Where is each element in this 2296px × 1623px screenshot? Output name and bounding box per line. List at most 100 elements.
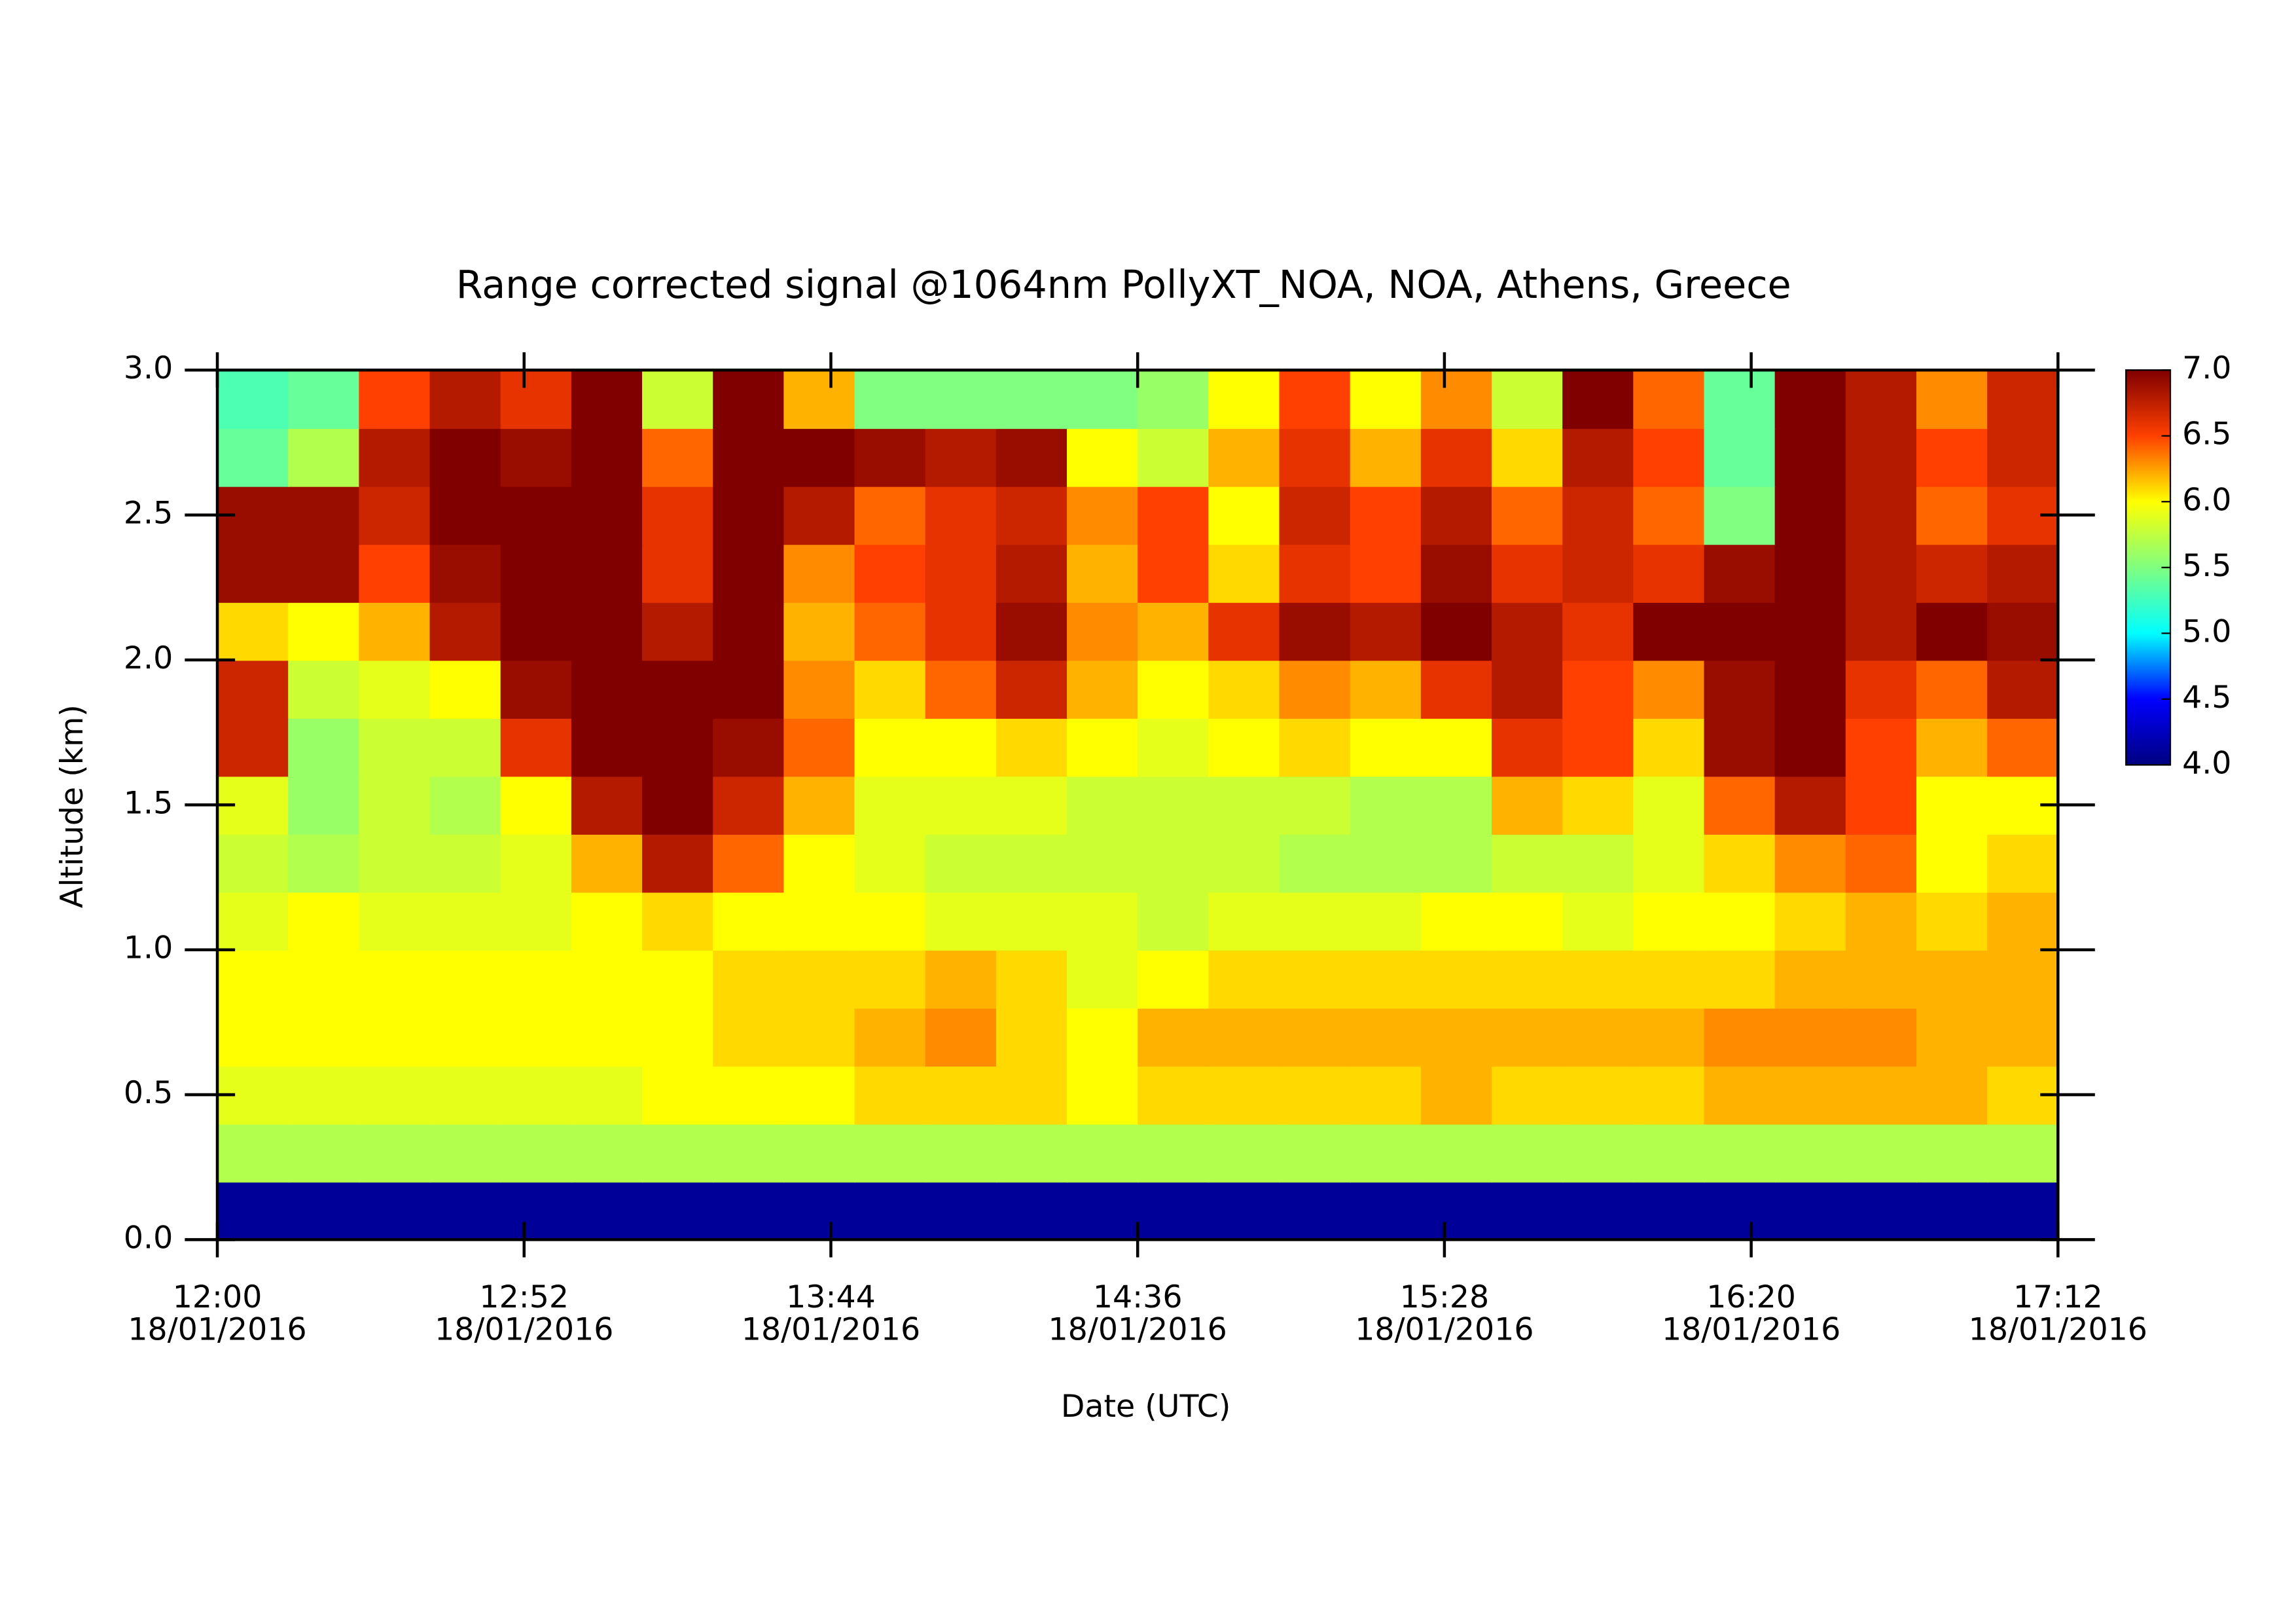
heatmap-cell <box>1279 543 1352 603</box>
heatmap-cell <box>1774 486 1847 545</box>
heatmap-cell <box>1845 718 1918 777</box>
heatmap-cell <box>217 370 289 429</box>
heatmap-cell <box>642 1008 714 1067</box>
heatmap-cell <box>1916 602 1988 661</box>
heatmap-cell <box>1774 428 1847 487</box>
heatmap-cell <box>217 1123 289 1183</box>
heatmap-cell <box>1350 1123 1422 1183</box>
heatmap-cell <box>925 1008 997 1067</box>
colorbar-tick-label: 4.0 <box>2182 745 2231 781</box>
heatmap-cell <box>1633 833 1705 893</box>
heatmap-cell <box>713 892 785 951</box>
heatmap-cell <box>1845 543 1918 603</box>
heatmap-cell <box>1350 718 1422 777</box>
heatmap-cell <box>1420 1123 1493 1183</box>
heatmap-cell <box>1845 602 1918 661</box>
heatmap-cell <box>217 892 289 951</box>
heatmap-cell <box>642 1181 714 1241</box>
y-tick-label: 1.0 <box>124 930 173 966</box>
heatmap-cell <box>571 1181 643 1241</box>
heatmap-cell <box>1067 718 1139 777</box>
heatmap-cell <box>1350 1008 1422 1067</box>
heatmap-cell <box>359 1008 431 1067</box>
heatmap-cell <box>288 370 360 429</box>
heatmap-cell <box>1279 1065 1352 1125</box>
heatmap-cell <box>1774 949 1847 1009</box>
heatmap-cell <box>359 543 431 603</box>
heatmap-cell <box>1138 370 1210 429</box>
heatmap-cell <box>500 428 573 487</box>
heatmap-cell <box>1704 370 1776 429</box>
heatmap-cell <box>1067 892 1139 951</box>
heatmap-cell <box>1987 370 2059 429</box>
heatmap-cell <box>1704 949 1776 1009</box>
heatmap-cell <box>1774 1065 1847 1125</box>
heatmap-cell <box>429 370 502 429</box>
heatmap-cell <box>359 602 431 661</box>
heatmap-cell <box>1774 1181 1847 1241</box>
heatmap-cell <box>1845 1065 1918 1125</box>
heatmap-cell <box>359 718 431 777</box>
heatmap-cell <box>429 543 502 603</box>
heatmap-cell <box>571 718 643 777</box>
heatmap-cell <box>783 776 855 835</box>
heatmap-cell <box>1067 1065 1139 1125</box>
colorbar-tick-label: 5.0 <box>2182 613 2231 649</box>
heatmap-cell <box>1492 1065 1564 1125</box>
heatmap-cell <box>783 1181 855 1241</box>
heatmap-cell <box>1279 776 1352 835</box>
heatmap-cell <box>500 543 573 603</box>
heatmap-cell <box>288 1123 360 1183</box>
heatmap-cell <box>1633 602 1705 661</box>
heatmap-cell <box>713 602 785 661</box>
heatmap-cell <box>359 1123 431 1183</box>
x-tick-date: 18/01/2016 <box>1049 1311 1227 1347</box>
heatmap-cell <box>359 659 431 719</box>
heatmap-cell <box>1067 659 1139 719</box>
heatmap-cell <box>1350 428 1422 487</box>
heatmap-cell <box>1208 370 1280 429</box>
heatmap-cell <box>1492 659 1564 719</box>
heatmap-cell <box>1067 1123 1139 1183</box>
heatmap-cell <box>1492 602 1564 661</box>
heatmap-cell <box>500 776 573 835</box>
heatmap-cell <box>996 718 1068 777</box>
heatmap-cell <box>288 718 360 777</box>
heatmap-cell <box>288 1008 360 1067</box>
heatmap-cell <box>1987 659 2059 719</box>
heatmap-cell <box>1916 776 1988 835</box>
heatmap-cell <box>429 718 502 777</box>
heatmap-cell <box>783 1008 855 1067</box>
heatmap-cell <box>429 1123 502 1183</box>
heatmap-cell <box>359 776 431 835</box>
heatmap-cell <box>642 659 714 719</box>
x-tick-label: 16:20 <box>1706 1279 1796 1315</box>
heatmap-cell <box>1845 1008 1918 1067</box>
heatmap-cell <box>783 602 855 661</box>
heatmap-cell <box>1562 602 1634 661</box>
heatmap-cell <box>1845 776 1918 835</box>
heatmap-cell <box>1208 949 1280 1009</box>
heatmap-cell <box>1208 1008 1280 1067</box>
heatmap-cell <box>1704 1123 1776 1183</box>
heatmap-cell <box>429 1181 502 1241</box>
heatmap-cell <box>1420 659 1493 719</box>
heatmap-cell <box>1987 428 2059 487</box>
heatmap-cell <box>429 949 502 1009</box>
heatmap-cell <box>1916 718 1988 777</box>
heatmap-cell <box>1138 486 1210 545</box>
heatmap-cell <box>1420 892 1493 951</box>
heatmap-cell <box>429 602 502 661</box>
heatmap-cell <box>217 833 289 893</box>
heatmap-cell <box>1138 428 1210 487</box>
colorbar-tick-label: 6.5 <box>2182 416 2231 452</box>
heatmap-cell <box>288 428 360 487</box>
heatmap-cell <box>1279 718 1352 777</box>
heatmap-cell <box>925 370 997 429</box>
heatmap-cell <box>1138 543 1210 603</box>
heatmap-cell <box>713 1065 785 1125</box>
heatmap-cell <box>1916 833 1988 893</box>
heatmap-cell <box>1562 370 1634 429</box>
heatmap-cell <box>1774 1123 1847 1183</box>
heatmap-cell <box>783 718 855 777</box>
